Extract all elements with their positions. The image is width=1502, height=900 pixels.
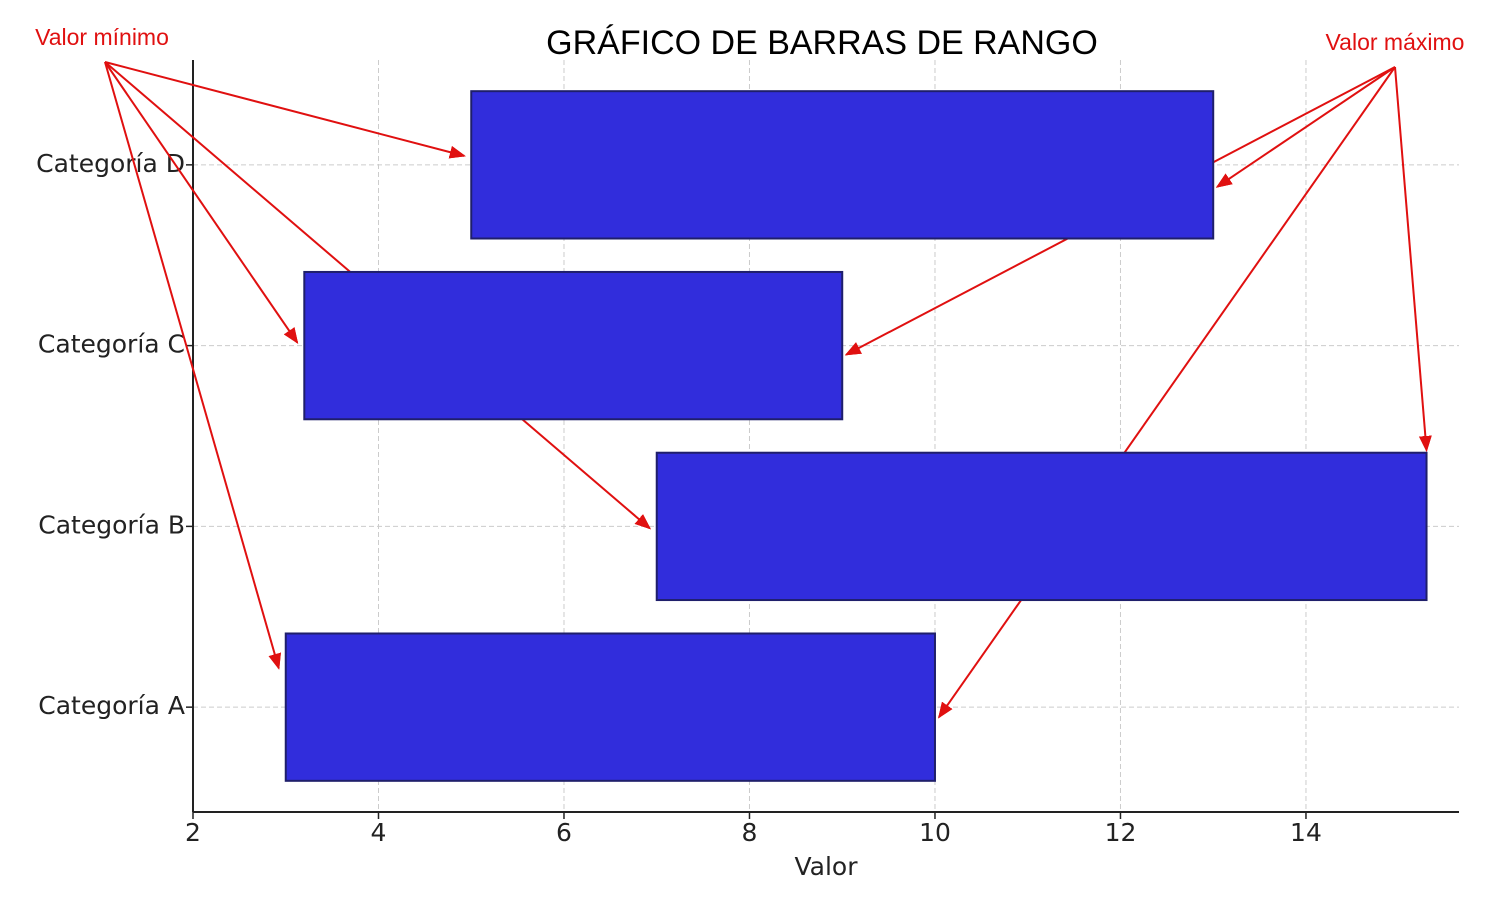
annotation-arrow xyxy=(104,61,466,159)
x-tick-label: 6 xyxy=(556,818,572,847)
annotation-arrow xyxy=(104,61,299,344)
x-tick-label: 12 xyxy=(1105,818,1137,847)
chart-title: GRÁFICO DE BARRAS DE RANGO xyxy=(546,24,1098,62)
range-bar xyxy=(470,90,1215,240)
y-tick-label: Categoría A xyxy=(38,691,185,720)
annotation-arrow xyxy=(104,61,281,670)
y-tick-label: Categoría B xyxy=(38,510,185,539)
x-tick-label: 2 xyxy=(185,818,201,847)
annotation-label: Valor mínimo xyxy=(35,24,169,50)
x-axis-label: Valor xyxy=(794,852,858,881)
annotation-label: Valor máximo xyxy=(1326,29,1465,55)
annotation-arrow xyxy=(1394,66,1432,452)
y-tick-label: Categoría C xyxy=(38,330,185,359)
x-tick-label: 14 xyxy=(1290,818,1322,847)
annotation-arrow xyxy=(1215,66,1396,188)
x-tick-label: 4 xyxy=(371,818,387,847)
annotation-arrow xyxy=(938,66,1396,719)
x-tick-label: 8 xyxy=(742,818,758,847)
range-bar xyxy=(284,632,936,782)
x-tick-label: 10 xyxy=(919,818,951,847)
range-bar xyxy=(303,270,844,421)
y-tick-label: Categoría D xyxy=(36,149,185,178)
range-bar xyxy=(655,451,1428,602)
